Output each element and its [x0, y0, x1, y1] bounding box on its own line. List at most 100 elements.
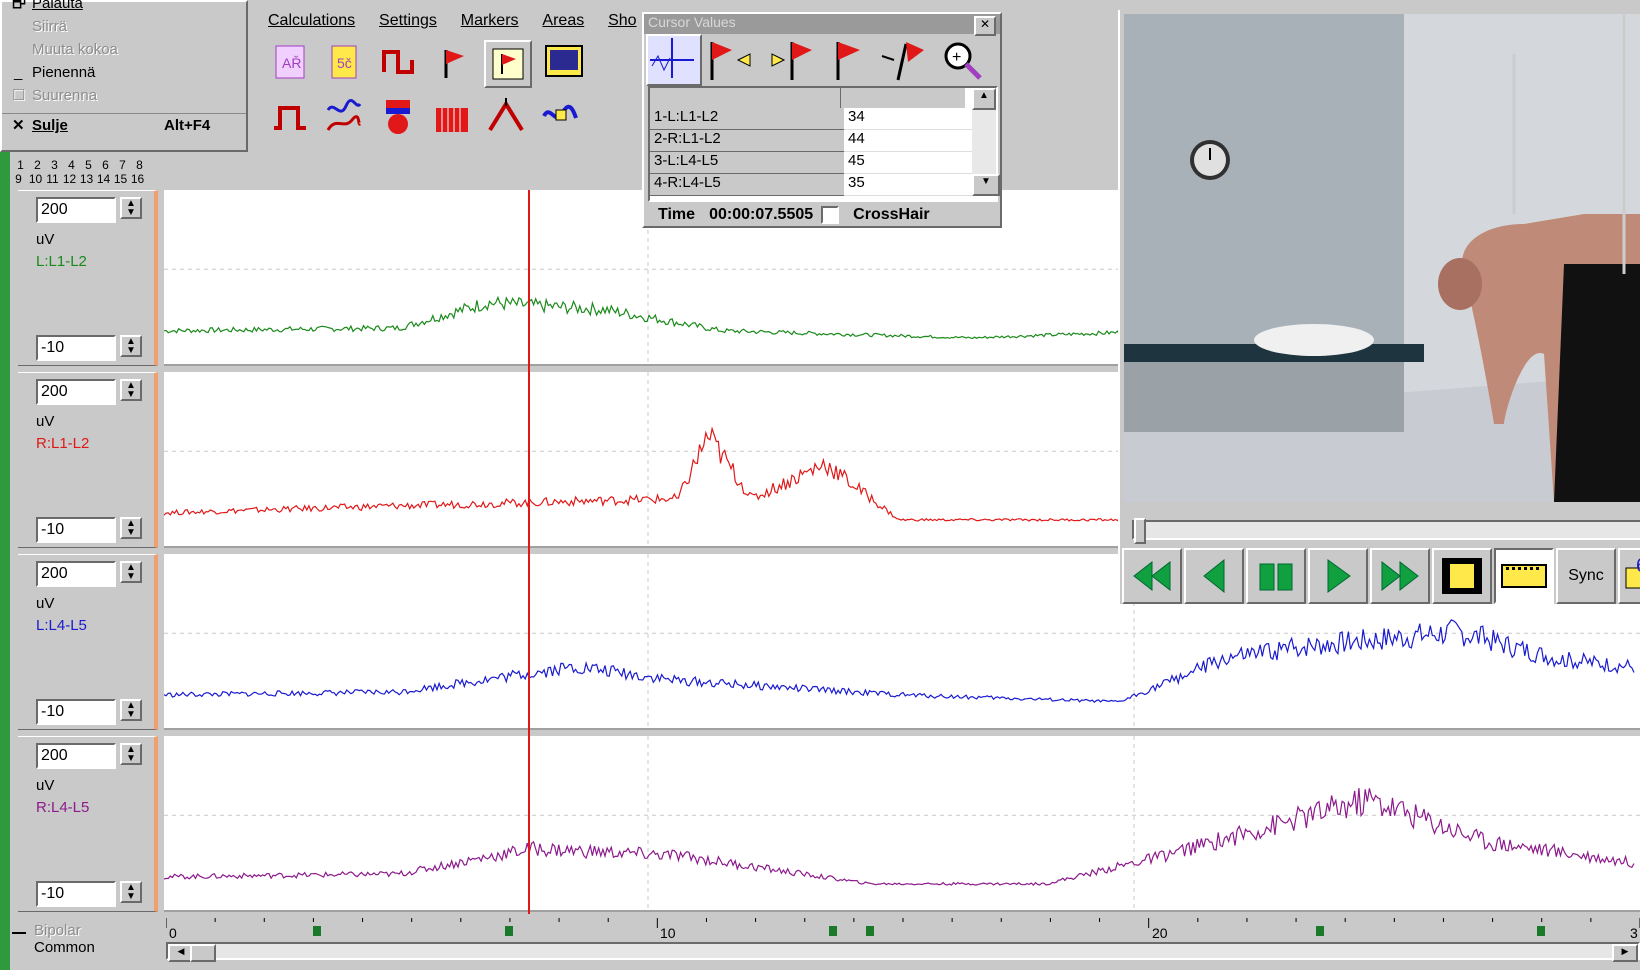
rewind-icon[interactable] — [1122, 548, 1182, 604]
envelope-icon[interactable] — [268, 94, 312, 138]
channel-max-input[interactable]: 200 — [36, 197, 116, 223]
mode-bipolar[interactable]: Bipolar — [34, 922, 81, 939]
channel-unit: uV — [36, 231, 55, 248]
menu-areas[interactable]: Areas — [542, 12, 585, 29]
pause-icon[interactable] — [1246, 548, 1306, 604]
channel-min-input[interactable]: -10 — [36, 517, 116, 543]
max-spinner-icon[interactable]: ▲ ▼ — [120, 379, 142, 401]
channel-tab-11[interactable]: 11 — [46, 172, 59, 186]
scroll-down-icon[interactable]: ▼ — [972, 174, 1000, 196]
close-icon: ✕ — [12, 117, 25, 134]
menu-item-restore[interactable]: 🗗 Palauta — [2, 0, 246, 15]
event-icon[interactable] — [538, 94, 582, 138]
flag-left-icon[interactable] — [704, 36, 760, 84]
filter-icon[interactable] — [322, 94, 366, 138]
mode-common[interactable]: Common — [34, 939, 95, 956]
channel-tab-3[interactable]: 3 — [51, 158, 58, 172]
menu-item-minimize[interactable]: _ Pienennä — [2, 61, 246, 84]
channel-tab-2[interactable]: 2 — [34, 158, 41, 172]
video-frame — [1124, 14, 1640, 502]
min-spinner-icon[interactable]: ▲ ▼ — [120, 517, 142, 539]
channel-max-input[interactable]: 200 — [36, 379, 116, 405]
stack-icon[interactable] — [376, 94, 420, 138]
pulse-icon[interactable] — [376, 40, 420, 84]
channel-tab-16[interactable]: 16 — [130, 172, 145, 186]
table-row[interactable]: 2-R:L1-L2 44 — [650, 130, 996, 152]
header-value — [841, 88, 965, 108]
crosshair-checkbox[interactable] — [821, 206, 840, 224]
peak-icon[interactable] — [484, 94, 528, 138]
flag-remove-icon[interactable] — [878, 36, 934, 84]
fast-forward-icon[interactable] — [1370, 548, 1430, 604]
flag-add-icon[interactable] — [820, 36, 876, 84]
channel-max-input[interactable]: 200 — [36, 561, 116, 587]
sync-button[interactable]: Sync — [1556, 548, 1616, 604]
scroll-thumb[interactable] — [190, 944, 216, 962]
channel-tab-4[interactable]: 4 — [68, 158, 75, 172]
time-marker — [866, 926, 874, 936]
channel-min-input[interactable]: -10 — [36, 881, 116, 907]
row-value: 45 — [844, 152, 972, 174]
frequency-analysis-icon[interactable]: 5č — [322, 40, 366, 84]
min-spinner-icon[interactable]: ▲ ▼ — [120, 699, 142, 721]
channel-max-input[interactable]: 200 — [36, 743, 116, 769]
histogram-icon[interactable] — [430, 94, 474, 138]
menu-item-close[interactable]: ✕ Sulje Alt+F4 — [2, 113, 246, 137]
channel-tab-15[interactable]: 15 — [113, 172, 128, 186]
play-icon[interactable] — [1308, 548, 1368, 604]
horizontal-scrollbar[interactable]: ◀ ▶ — [166, 942, 1640, 962]
cursor-values-window: Cursor Values ✕ + 1-L:L1-L2 34 2-R:L1-L2 44… — [642, 12, 1002, 228]
channel-strip: 200 ▲ ▼ uV L:L4-L5 -10 ▲ ▼ — [18, 554, 158, 730]
counter-icon[interactable]: 6 — [1618, 548, 1640, 604]
table-row[interactable]: 1-L:L1-L2 34 — [650, 108, 996, 130]
channel-tab-1[interactable]: 1 — [17, 158, 24, 172]
time-axis: 0 10 20 3 — [165, 918, 1640, 942]
menu-show[interactable]: Sho — [608, 12, 637, 29]
video-position-slider[interactable] — [1132, 518, 1640, 544]
channel-tab-5[interactable]: 5 — [85, 158, 92, 172]
channel-min-input[interactable]: -10 — [36, 335, 116, 361]
emg-plot[interactable] — [163, 736, 1640, 912]
flag-right-icon[interactable] — [762, 36, 818, 84]
channel-tab-12[interactable]: 12 — [62, 172, 77, 186]
min-spinner-icon[interactable]: ▲ ▼ — [120, 335, 142, 357]
menu-settings[interactable]: Settings — [379, 12, 437, 29]
scroll-right-icon[interactable]: ▶ — [1612, 944, 1638, 962]
emg-trace — [163, 619, 1635, 703]
scroll-up-icon[interactable]: ▲ — [972, 88, 996, 110]
film-strip-icon[interactable] — [1494, 548, 1554, 604]
max-spinner-icon[interactable]: ▲ ▼ — [120, 197, 142, 219]
flag-window-icon[interactable] — [484, 40, 532, 88]
max-spinner-icon[interactable]: ▲ ▼ — [120, 743, 142, 765]
slider-thumb[interactable] — [1134, 518, 1146, 544]
zoom-icon[interactable]: + — [936, 36, 992, 84]
close-icon[interactable]: ✕ — [974, 16, 996, 36]
channel-tab-10[interactable]: 10 — [28, 172, 43, 186]
menu-markers[interactable]: Markers — [460, 12, 519, 29]
channel-tab-7[interactable]: 7 — [119, 158, 126, 172]
table-row[interactable]: 3-L:L4-L5 45 — [650, 152, 996, 174]
channel-min-input[interactable]: -10 — [36, 699, 116, 725]
time-cursor[interactable] — [528, 190, 530, 914]
crosshair-tool-icon[interactable] — [646, 34, 702, 86]
film-frame-icon[interactable] — [1432, 548, 1492, 604]
menu-item-size: Muuta kokoa — [32, 41, 118, 58]
channel-tab-8[interactable]: 8 — [136, 158, 143, 172]
channel-tab-9[interactable]: 9 — [15, 172, 22, 186]
table-row[interactable]: 4-R:L4-L5 35 — [650, 174, 996, 196]
channel-tab-14[interactable]: 14 — [96, 172, 111, 186]
step-back-icon[interactable] — [1184, 548, 1244, 604]
marker-flag-icon[interactable] — [430, 40, 474, 84]
menu-item-maximize: ☐ Suurenna — [2, 84, 246, 107]
monitor-icon[interactable] — [542, 40, 586, 84]
row-value: 35 — [844, 174, 972, 196]
menu-calculations[interactable]: Calculations — [268, 12, 356, 29]
channel-tab-13[interactable]: 13 — [79, 172, 94, 186]
table-scrollbar[interactable]: ▲ ▼ — [972, 88, 1000, 196]
max-spinner-icon[interactable]: ▲ ▼ — [120, 561, 142, 583]
amplitude-analysis-icon[interactable]: AŘ — [268, 40, 312, 84]
channel-unit: uV — [36, 595, 55, 612]
min-spinner-icon[interactable]: ▲ ▼ — [120, 881, 142, 903]
cursor-values-titlebar[interactable]: Cursor Values ✕ — [644, 14, 1000, 36]
channel-tab-6[interactable]: 6 — [102, 158, 109, 172]
